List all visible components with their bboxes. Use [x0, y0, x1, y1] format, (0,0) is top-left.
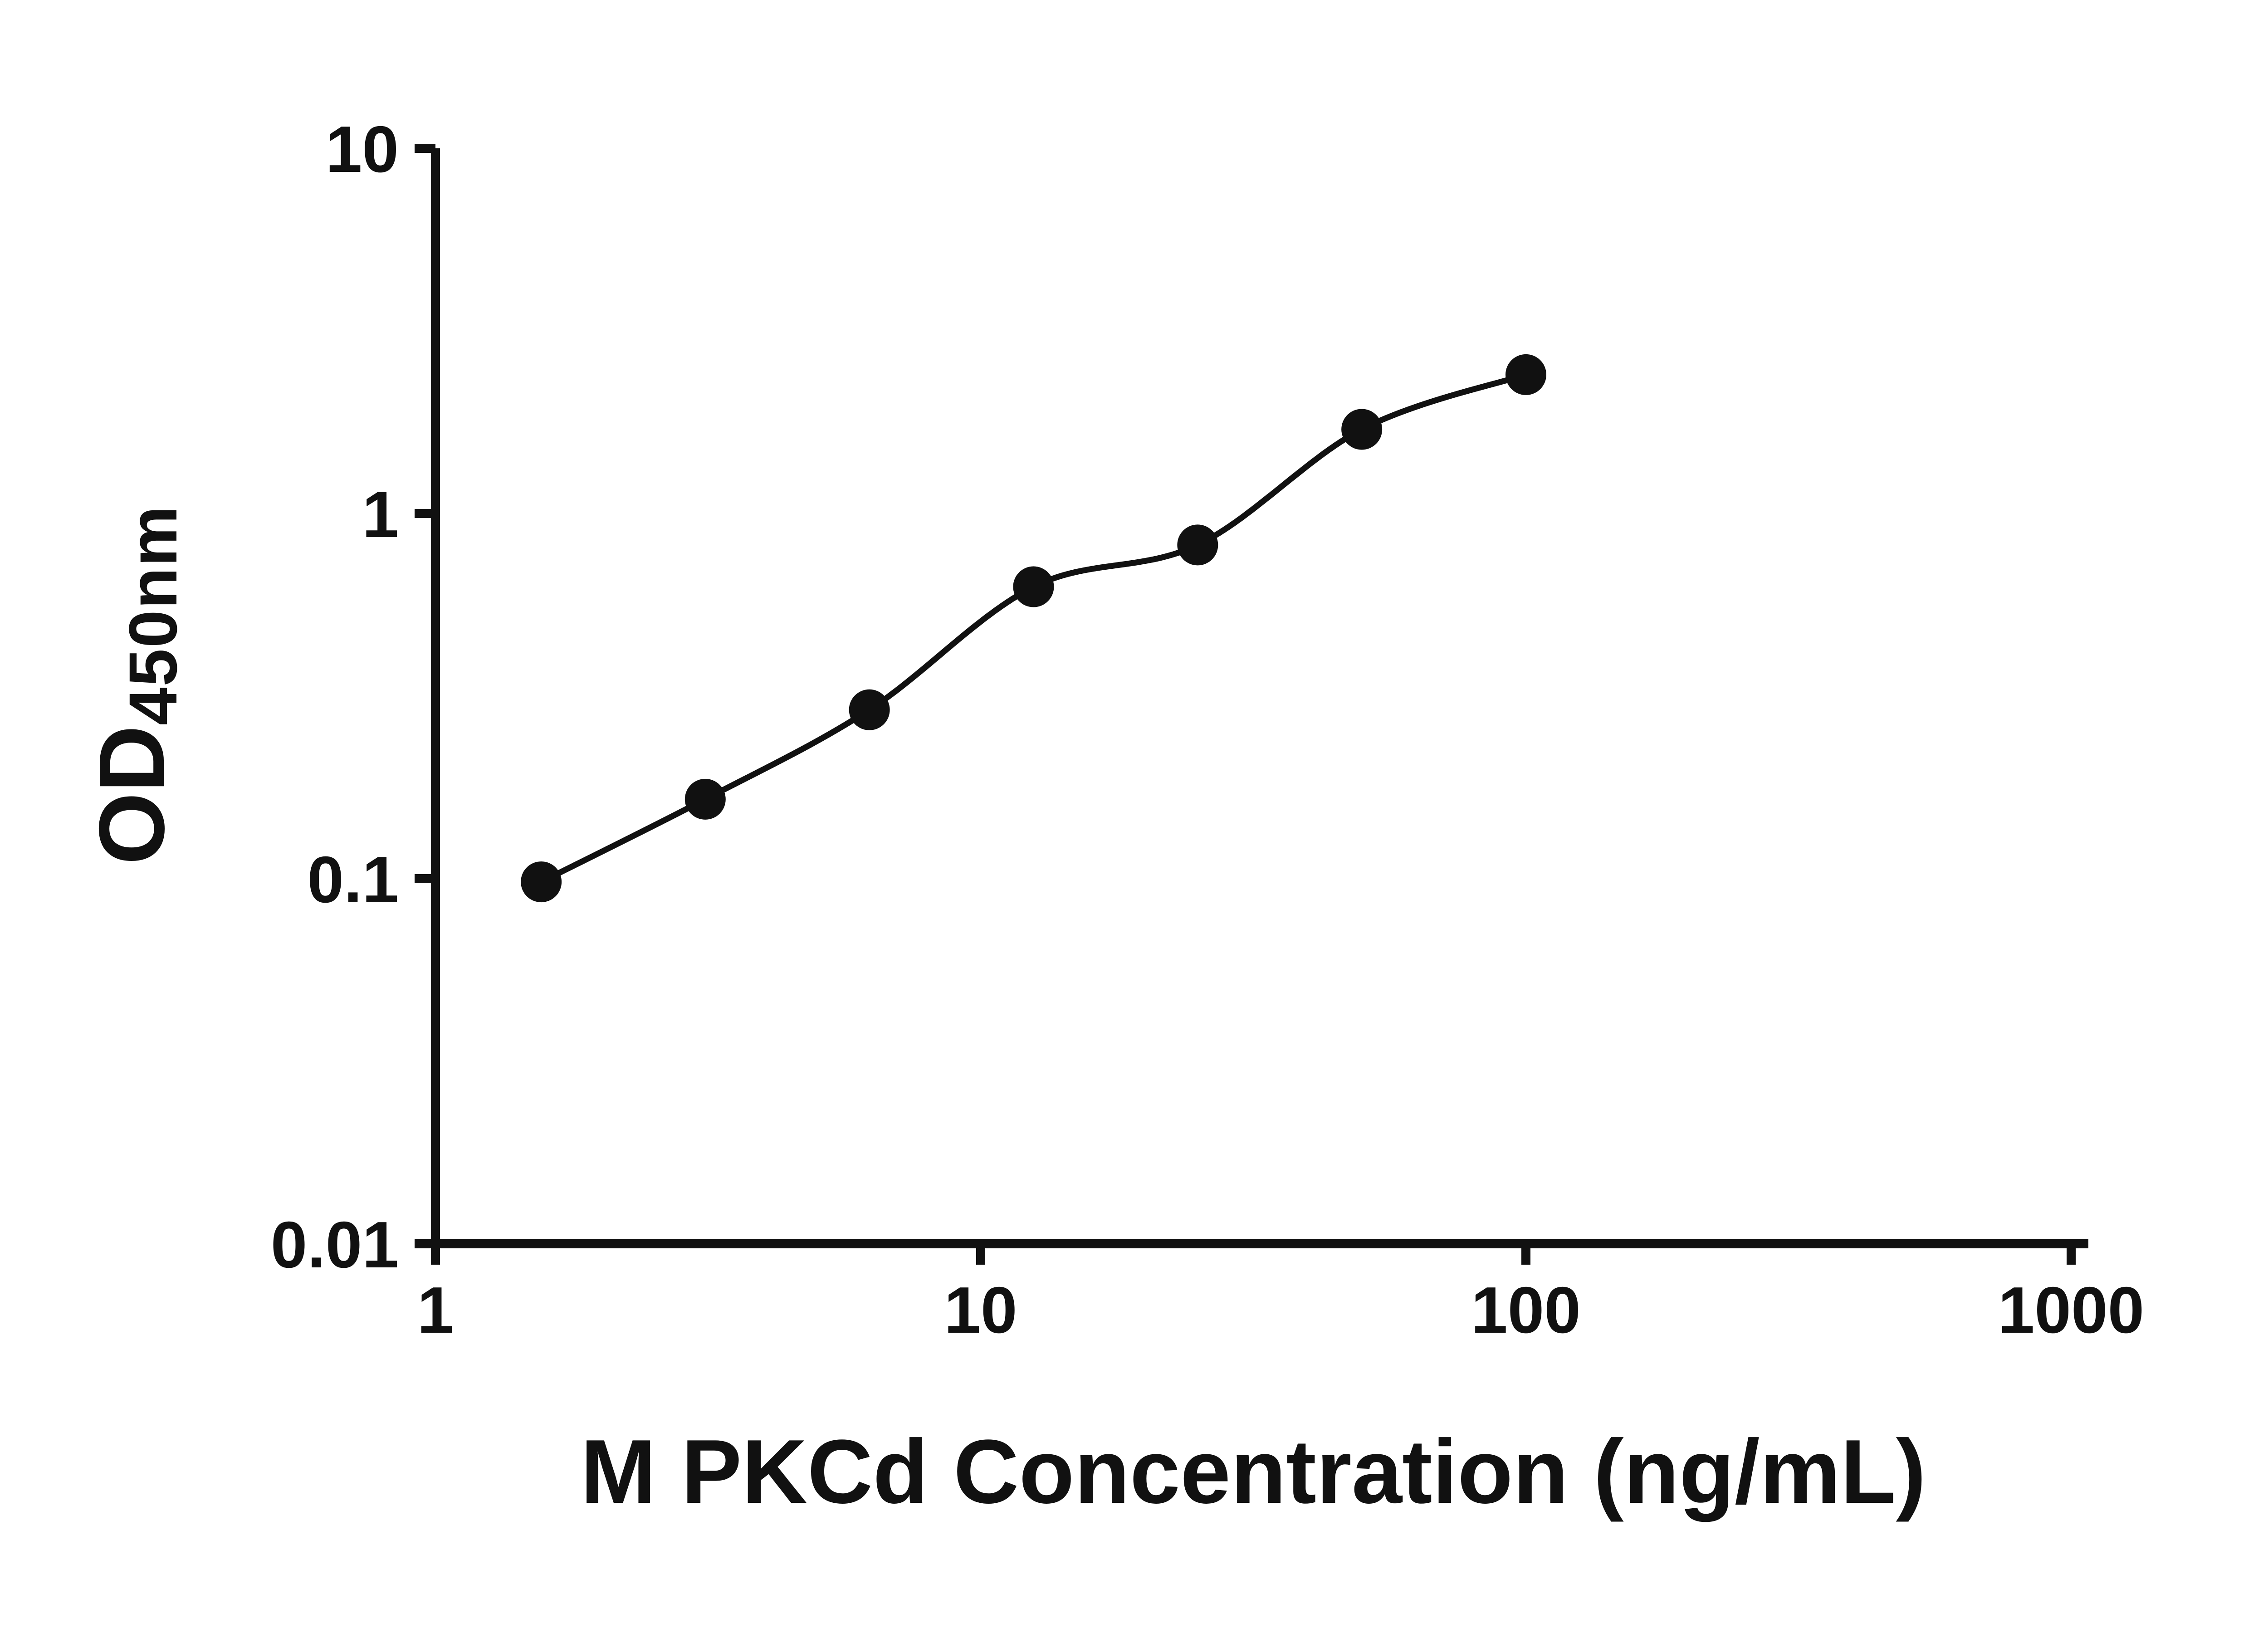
data-point-marker [1177, 524, 1218, 566]
data-point-marker [1505, 354, 1546, 395]
y-tick-label: 10 [326, 112, 399, 186]
data-point-marker [1341, 409, 1383, 450]
x-axis-title: M PKCd Concentration (ng/mL) [580, 1421, 1926, 1522]
x-tick-label: 1 [417, 1273, 454, 1347]
data-point-marker [684, 778, 726, 820]
x-tick-label: 10 [944, 1273, 1017, 1347]
y-tick-label: 1 [362, 478, 399, 551]
data-point-marker [1013, 566, 1054, 607]
y-axis-title-subscript: 450nm [115, 505, 191, 725]
x-tick-label: 1000 [1998, 1273, 2145, 1347]
data-point-marker [521, 861, 562, 903]
x-tick-label: 100 [1471, 1273, 1581, 1347]
y-axis-title-main: OD [80, 725, 184, 865]
y-tick-label: 0.01 [271, 1208, 399, 1281]
y-tick-label: 0.1 [307, 843, 399, 916]
y-axis-title: OD450nm [80, 505, 191, 865]
data-point-marker [849, 689, 890, 730]
